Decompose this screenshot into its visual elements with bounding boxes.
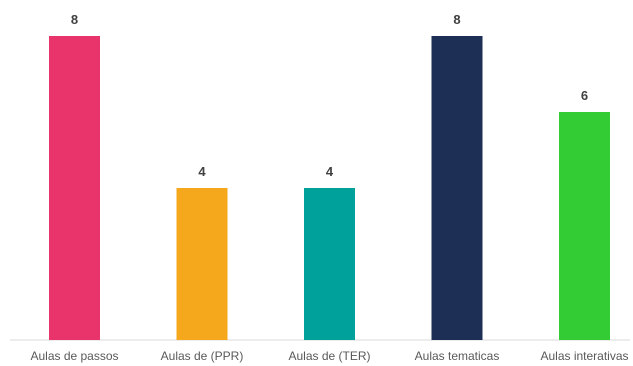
- data-label-1: 8: [71, 12, 78, 27]
- category-label-1: Aulas de passos: [30, 349, 118, 363]
- bar-4: [431, 36, 483, 340]
- category-labels-group: Aulas de passos Aulas de (PPR) Aulas de (T…: [30, 349, 628, 363]
- bar-1: [49, 36, 100, 340]
- data-labels-group: 8 4 4 8 6: [71, 12, 588, 179]
- bar-2: [176, 188, 228, 340]
- bars-group: [49, 36, 610, 340]
- data-label-5: 6: [581, 88, 588, 103]
- category-label-2: Aulas de (PPR): [161, 349, 244, 363]
- category-label-5: Aulas interativas: [540, 349, 628, 363]
- data-label-4: 8: [453, 12, 460, 27]
- bar-3: [304, 188, 355, 340]
- bar-5: [559, 112, 610, 340]
- data-label-3: 4: [326, 164, 334, 179]
- category-label-3: Aulas de (TER): [288, 349, 370, 363]
- data-label-2: 4: [198, 164, 206, 179]
- category-label-4: Aulas tematicas: [415, 349, 500, 363]
